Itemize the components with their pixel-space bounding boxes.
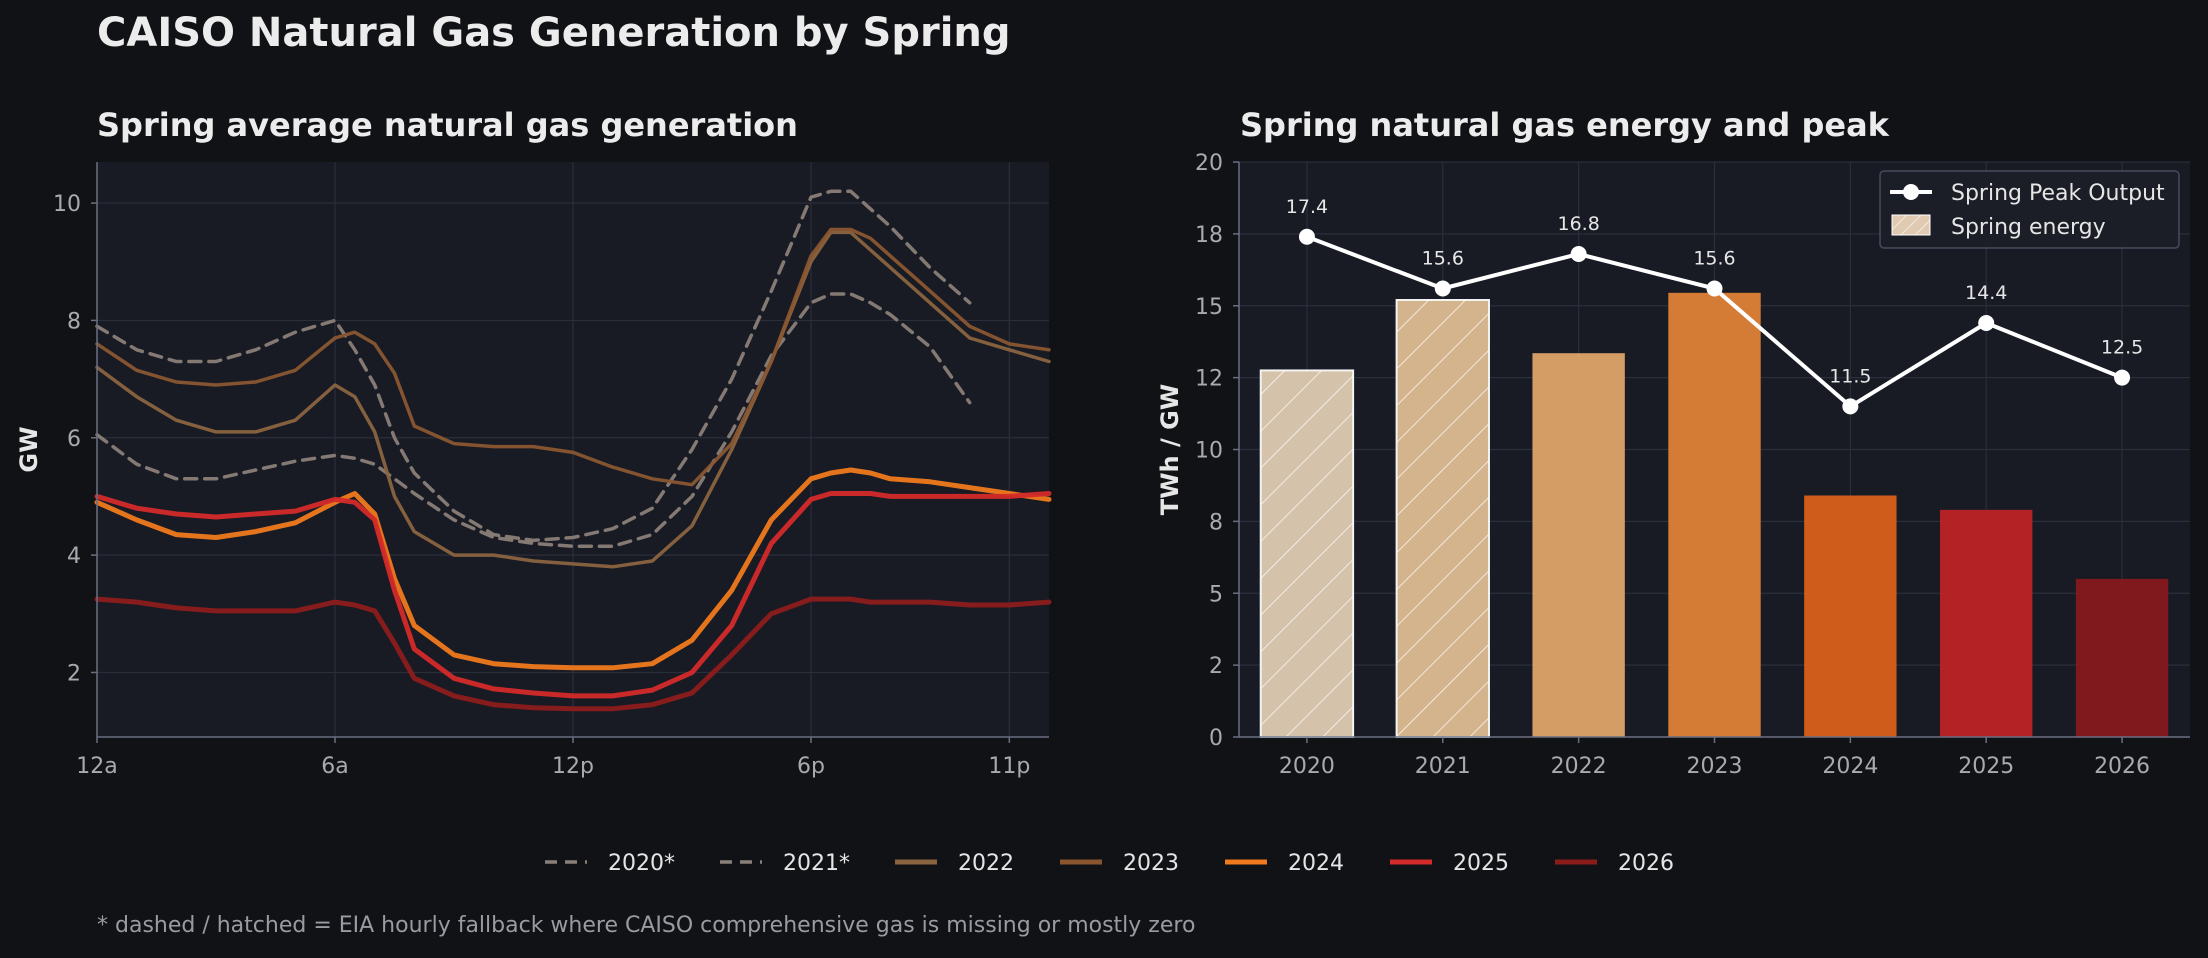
peak-output-data-label: 14.4 [1965, 282, 2007, 304]
energy-bar-2023 [1668, 292, 1761, 737]
right-x-tick-label: 2021 [1415, 754, 1471, 779]
peak-output-point-2023 [1706, 280, 1723, 297]
right-y-tick-label: 0 [1209, 726, 1223, 751]
right-y-tick-label: 5 [1209, 582, 1223, 607]
left-x-tick-label: 12a [76, 754, 117, 779]
legend-label-2025: 2025 [1453, 851, 1509, 876]
left-y-tick-label: 10 [53, 192, 81, 217]
peak-output-data-label: 12.5 [2101, 337, 2143, 359]
right-y-tick-label: 15 [1195, 295, 1223, 320]
peak-output-data-label: 15.6 [1422, 248, 1464, 270]
legend-label-2023: 2023 [1123, 851, 1179, 876]
right-x-tick-label: 2025 [1958, 754, 2014, 779]
series-line-2023 [95, 227, 1051, 487]
right-x-tick-label: 2026 [2094, 754, 2150, 779]
peak-output-point-2020 [1298, 228, 1315, 245]
peak-output-data-label: 17.4 [1286, 196, 1328, 218]
right-x-tick-label: 2023 [1687, 754, 1743, 779]
series-line-2026 [94, 596, 1052, 712]
peak-output-data-label: 16.8 [1557, 213, 1599, 235]
legend-label-2026: 2026 [1618, 851, 1674, 876]
left-chart-title: Spring average natural gas generation [97, 106, 798, 144]
left-x-tick-label: 6p [797, 754, 825, 779]
legend-energy-swatch-hatch [1892, 215, 1930, 235]
legend-label-2021: 2021* [783, 851, 850, 876]
right-x-tick-label: 2020 [1279, 754, 1335, 779]
legend-label-2020: 2020* [608, 851, 675, 876]
legend-peak-marker-swatch [1903, 184, 1919, 200]
right-y-tick-label: 20 [1195, 151, 1223, 176]
legend-label-2024: 2024 [1288, 851, 1344, 876]
figure-title: CAISO Natural Gas Generation by Spring [97, 10, 1011, 56]
footnote: * dashed / hatched = EIA hourly fallback… [97, 913, 1196, 938]
right-legend-box [1879, 170, 2180, 249]
peak-output-point-2022 [1570, 246, 1587, 262]
right-y-tick-label: 2 [1209, 654, 1223, 679]
legend-energy-label: Spring energy [1951, 215, 2106, 240]
left-y-tick-label: 8 [67, 309, 81, 334]
right-chart-title: Spring natural gas energy and peak [1240, 106, 1889, 144]
right-y-tick-label: 18 [1195, 223, 1223, 248]
peak-output-point-2024 [1842, 398, 1859, 415]
series-line-2024 [94, 467, 1052, 671]
peak-output-data-label: 15.6 [1693, 248, 1735, 270]
left-y-tick-label: 2 [67, 661, 81, 686]
left-line-chart: 2 4 6 8 10 12a 6a 12p 6p 11p GW [15, 162, 1052, 779]
energy-bar-2024 [1804, 495, 1897, 737]
series-line-2021 [95, 292, 972, 549]
right-y-tick-label: 10 [1195, 439, 1223, 464]
right-y-axis-label: TWh / GW [1156, 384, 1184, 516]
energy-bar-2026 [2075, 578, 2169, 737]
series-line-2022 [95, 230, 1051, 569]
right-bar-chart: 17.4 15.6 16.8 15.6 11.5 14.4 12.5 0 2 5 8 10 12 15 18… [1156, 151, 2190, 779]
energy-bar-2022 [1532, 353, 1625, 737]
peak-output-point-2025 [1978, 315, 1995, 331]
left-y-axis-label: GW [15, 426, 43, 472]
series-line-2020 [95, 189, 972, 543]
peak-output-data-label: 11.5 [1829, 365, 1871, 387]
bottom-legend: 2020* 2021* 2022 2023 2024 2025 2026 [545, 851, 1674, 876]
right-y-tick-label: 8 [1209, 510, 1223, 535]
right-x-tick-label: 2024 [1822, 754, 1878, 779]
legend-label-2022: 2022 [958, 851, 1014, 876]
right-x-tick-label: 2022 [1551, 754, 1607, 779]
left-y-tick-label: 6 [67, 427, 81, 452]
legend-peak-label: Spring Peak Output [1951, 181, 2165, 206]
right-y-tick-label: 12 [1195, 367, 1223, 392]
left-x-tick-label: 12p [552, 754, 594, 779]
series-line-2025 [94, 491, 1052, 699]
left-x-tick-label: 11p [988, 754, 1030, 779]
energy-bar-hatch-2020 [1260, 370, 1354, 737]
energy-bar-2025 [1940, 509, 2033, 737]
left-y-tick-label: 4 [67, 544, 81, 569]
left-x-tick-label: 6a [321, 754, 348, 779]
peak-output-point-2021 [1434, 280, 1451, 297]
energy-bar-hatch-2021 [1396, 300, 1489, 737]
peak-output-point-2026 [2114, 369, 2131, 386]
